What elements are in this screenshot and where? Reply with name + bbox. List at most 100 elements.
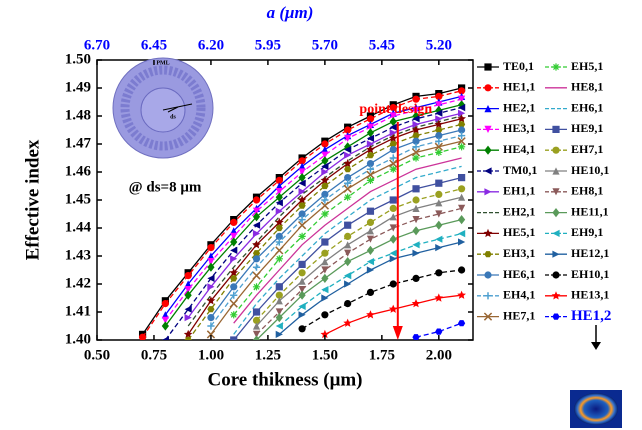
marker — [367, 219, 374, 226]
x-tick-label: 0.50 — [84, 347, 110, 363]
marker — [344, 272, 351, 279]
marker — [162, 336, 169, 343]
legend-label: HE13,1 — [571, 288, 609, 302]
marker — [207, 306, 214, 312]
marker — [367, 258, 374, 265]
chart: PML ds @ ds=8 μm a (μm) Core thikness (μ… — [0, 0, 642, 430]
marker — [253, 272, 260, 279]
marker — [390, 224, 397, 231]
marker — [344, 300, 351, 307]
x2-tick-label: 5.20 — [426, 37, 452, 53]
marker — [253, 283, 260, 290]
legend-label: TE0,1 — [503, 59, 534, 73]
marker — [344, 222, 351, 229]
top-axis-title: a (μm) — [267, 3, 314, 22]
marker — [207, 314, 214, 321]
x2-tick-label: 6.20 — [198, 37, 224, 53]
legend-label: HE8,1 — [571, 80, 603, 94]
legend-marker — [552, 291, 561, 299]
legend-label: EH9,1 — [571, 225, 603, 239]
y-tick-label: 1.47 — [65, 135, 92, 151]
legend-label: HE11,1 — [571, 204, 609, 218]
x-tick-label: 1.75 — [369, 347, 395, 363]
marker — [412, 250, 419, 257]
x-axis-title: Core thikness (μm) — [207, 369, 362, 390]
marker — [458, 320, 465, 326]
series-line — [279, 242, 461, 334]
inset-label: PML — [156, 60, 169, 66]
marker — [253, 196, 260, 203]
marker — [435, 269, 442, 276]
legend-label: HE5,1 — [503, 225, 535, 239]
marker — [435, 180, 442, 187]
y-tick-label: 1.44 — [65, 219, 92, 235]
marker — [321, 286, 328, 293]
marker — [390, 250, 397, 257]
marker — [367, 177, 374, 184]
marker — [207, 244, 214, 251]
marker — [230, 247, 237, 254]
legend-marker — [484, 292, 491, 299]
legend-marker — [552, 63, 559, 70]
marker — [434, 293, 443, 301]
marker — [276, 255, 283, 262]
marker — [390, 280, 397, 287]
marker — [458, 215, 465, 224]
marker — [139, 334, 146, 341]
y-tick-label: 1.50 — [65, 51, 91, 67]
marker — [367, 289, 374, 296]
marker — [321, 238, 328, 245]
marker — [435, 236, 442, 243]
x2-tick-label: 5.45 — [369, 37, 395, 53]
legend-label: HE6,1 — [503, 267, 535, 281]
marker — [367, 266, 374, 273]
legend-label: HE2,1 — [503, 100, 535, 114]
marker — [321, 274, 328, 283]
legend-label: EH10,1 — [571, 267, 609, 281]
marker — [458, 143, 465, 150]
legend-label: HE10,1 — [571, 163, 609, 177]
marker — [298, 325, 305, 332]
point-design-arrowhead — [393, 326, 403, 340]
marker — [344, 257, 351, 266]
marker — [435, 244, 442, 251]
legend-marker — [484, 167, 491, 174]
legend-label: HE9,1 — [571, 121, 603, 135]
y-tick-label: 1.41 — [65, 303, 91, 319]
marker — [458, 230, 465, 237]
legend-marker — [484, 251, 491, 257]
marker — [276, 247, 283, 254]
marker — [253, 264, 260, 271]
y-tick-label: 1.40 — [65, 331, 91, 347]
legend-label: HE4,1 — [503, 142, 535, 156]
legend-label: EH5,1 — [571, 59, 603, 73]
legend-marker — [484, 188, 491, 195]
legend-label: EH4,1 — [503, 288, 535, 302]
marker — [367, 227, 374, 234]
legend-label: EH3,1 — [503, 246, 535, 260]
marker — [298, 269, 305, 276]
legend-label: HE1,2 — [571, 308, 611, 324]
marker — [367, 208, 374, 215]
legend-label: TM0,1 — [503, 163, 537, 177]
x2-tick-label: 6.45 — [141, 37, 167, 53]
marker — [412, 275, 419, 282]
marker — [458, 185, 465, 192]
marker — [321, 250, 328, 257]
marker — [435, 221, 442, 230]
marker — [230, 283, 237, 290]
point-design-label: point design — [359, 102, 432, 117]
inset-label: ds — [170, 114, 176, 120]
legend-marker — [484, 84, 491, 91]
marker — [321, 311, 328, 318]
marker — [321, 294, 328, 301]
y-tick-label: 1.43 — [65, 247, 91, 263]
legend-label: HE3,1 — [503, 121, 535, 135]
x-tick-label: 2.00 — [426, 347, 452, 363]
marker — [298, 261, 305, 268]
legend-marker — [484, 146, 491, 155]
legend-label: EH7,1 — [571, 142, 603, 156]
mode-image — [570, 325, 622, 428]
y-axis-title: Effective index — [22, 139, 43, 260]
marker — [412, 196, 419, 203]
